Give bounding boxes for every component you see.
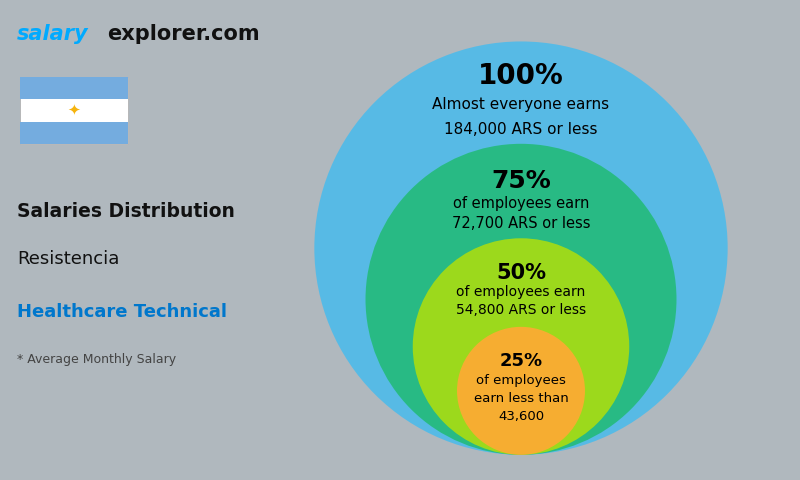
- FancyBboxPatch shape: [20, 121, 128, 144]
- Text: ✦: ✦: [67, 103, 80, 118]
- Text: Healthcare Technical: Healthcare Technical: [17, 303, 227, 321]
- Text: Salaries Distribution: Salaries Distribution: [17, 202, 234, 221]
- Text: 75%: 75%: [491, 169, 551, 193]
- Text: 184,000 ARS or less: 184,000 ARS or less: [444, 121, 598, 136]
- Text: 25%: 25%: [499, 352, 542, 370]
- Circle shape: [314, 41, 728, 455]
- Text: 100%: 100%: [478, 62, 564, 90]
- Text: of employees earn: of employees earn: [456, 286, 586, 300]
- Text: of employees: of employees: [476, 374, 566, 387]
- Text: 54,800 ARS or less: 54,800 ARS or less: [456, 303, 586, 317]
- Text: 43,600: 43,600: [498, 410, 544, 423]
- Text: Almost everyone earns: Almost everyone earns: [433, 97, 610, 112]
- Circle shape: [413, 238, 630, 455]
- Text: earn less than: earn less than: [474, 392, 568, 405]
- Text: explorer.com: explorer.com: [107, 24, 260, 44]
- Text: * Average Monthly Salary: * Average Monthly Salary: [17, 353, 176, 367]
- Circle shape: [457, 327, 585, 455]
- Circle shape: [366, 144, 677, 455]
- FancyBboxPatch shape: [20, 77, 128, 99]
- Text: Resistencia: Resistencia: [17, 250, 119, 268]
- Text: 72,700 ARS or less: 72,700 ARS or less: [452, 216, 590, 231]
- Text: salary: salary: [17, 24, 89, 44]
- Text: 50%: 50%: [496, 263, 546, 283]
- FancyBboxPatch shape: [20, 77, 128, 144]
- Text: of employees earn: of employees earn: [453, 196, 589, 211]
